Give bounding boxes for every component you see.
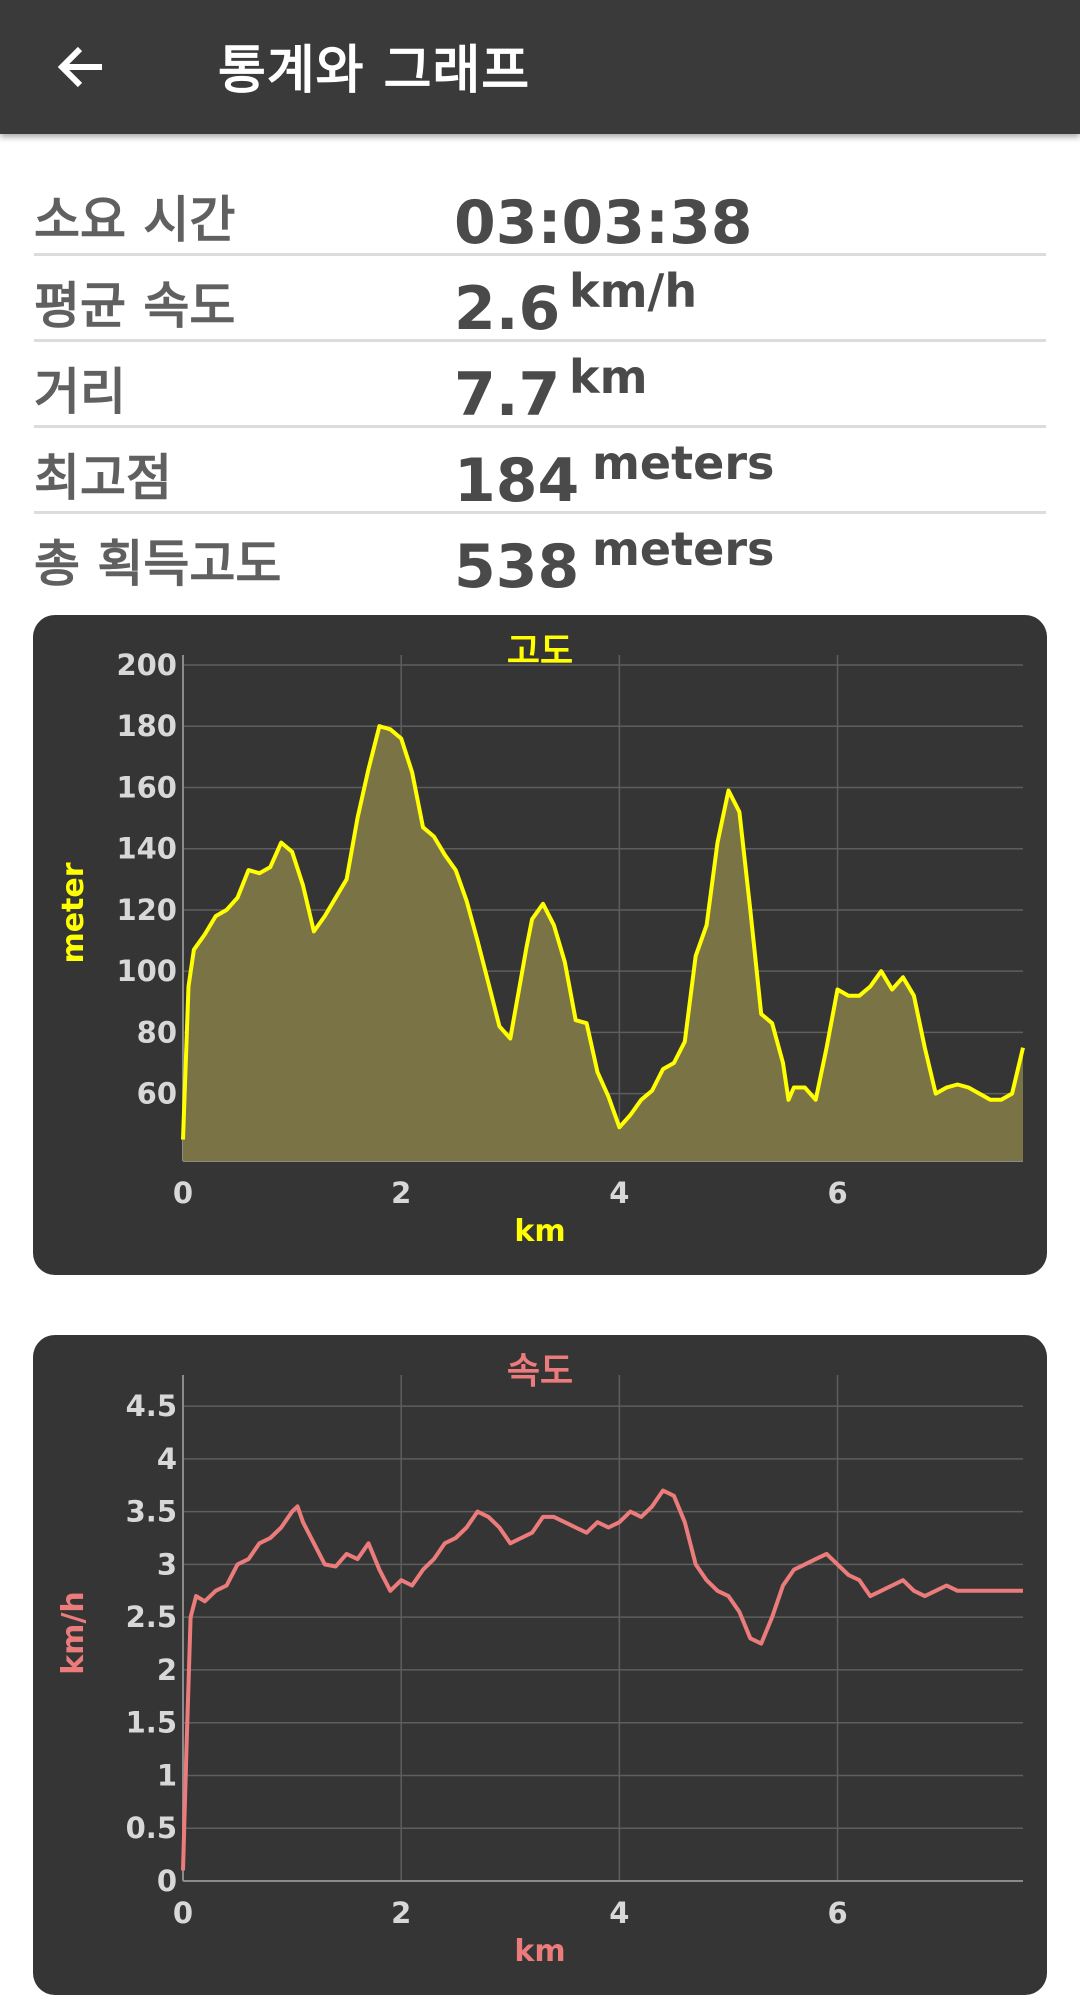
y-tick-label: 0 bbox=[157, 1864, 177, 1898]
y-tick-label: 2.5 bbox=[126, 1600, 177, 1634]
y-tick-label: 120 bbox=[116, 893, 177, 927]
elevation-chart: 200 180 160 140 120 100 80 60 0 2 4 6 고도 km meter bbox=[56, 631, 1025, 1249]
y-tick-label: 4 bbox=[157, 1442, 177, 1476]
stat-row-distance: 거리 7.7 km bbox=[34, 342, 1046, 430]
stat-label: 평균 속도 bbox=[34, 277, 236, 335]
stat-row-avg-speed: 평균 속도 2.6 km/h bbox=[34, 256, 1046, 344]
stat-label: 총 획득고도 bbox=[34, 535, 282, 593]
stat-unit: km/h bbox=[569, 264, 698, 318]
stat-label: 거리 bbox=[34, 363, 126, 421]
y-tick-label: 180 bbox=[116, 709, 177, 743]
y-tick-label: 200 bbox=[116, 648, 177, 682]
stat-row-total-ascent: 총 획득고도 538 meters bbox=[34, 514, 1046, 602]
stat-value: 03:03:38 bbox=[454, 188, 753, 258]
x-tick-label: 2 bbox=[391, 1896, 411, 1930]
x-axis-label: km bbox=[514, 1214, 565, 1249]
app-bar: 통계와 그래프 bbox=[0, 0, 1080, 134]
y-tick-label: 4.5 bbox=[126, 1389, 177, 1423]
y-tick-label: 1.5 bbox=[126, 1706, 177, 1740]
chart-title: 속도 bbox=[507, 1351, 573, 1392]
x-axis-label: km bbox=[514, 1934, 565, 1969]
x-tick-label: 0 bbox=[173, 1896, 193, 1930]
stat-unit: km bbox=[569, 350, 648, 404]
y-tick-label: 60 bbox=[137, 1077, 177, 1111]
y-tick-label: 3 bbox=[157, 1547, 177, 1581]
y-tick-label: 80 bbox=[137, 1015, 177, 1049]
y-tick-label: 100 bbox=[116, 954, 177, 988]
back-button[interactable] bbox=[40, 25, 124, 109]
x-tick-label: 6 bbox=[827, 1896, 847, 1930]
y-axis-label: meter bbox=[56, 862, 91, 963]
stat-label: 최고점 bbox=[34, 449, 172, 507]
x-tick-label: 4 bbox=[609, 1896, 629, 1930]
stat-value: 538 bbox=[454, 532, 580, 602]
x-tick-label: 0 bbox=[173, 1176, 193, 1210]
y-axis-label: km/h bbox=[56, 1591, 91, 1675]
chart-title: 고도 bbox=[507, 631, 573, 672]
y-tick-label: 0.5 bbox=[126, 1811, 177, 1845]
speed-chart-card: 4.5 4 3.5 3 2.5 2 1.5 1 0.5 0 0 2 4 6 속도 km km/h bbox=[33, 1335, 1047, 1995]
stat-label: 소요 시간 bbox=[34, 191, 236, 249]
y-tick-label: 1 bbox=[157, 1758, 177, 1792]
x-tick-label: 4 bbox=[609, 1176, 629, 1210]
y-tick-label: 160 bbox=[116, 770, 177, 804]
series-area bbox=[183, 726, 1023, 1161]
stats-table: 소요 시간 03:03:38 평균 속도 2.6 km/h 거리 7.7 km … bbox=[34, 170, 1046, 602]
stat-row-duration: 소요 시간 03:03:38 bbox=[34, 170, 1046, 258]
series-line bbox=[181, 1488, 1023, 1871]
stat-row-highest-point: 최고점 184 meters bbox=[34, 428, 1046, 516]
stat-value: 2.6 bbox=[454, 274, 561, 344]
stat-value: 184 bbox=[454, 446, 580, 516]
y-tick-label: 3.5 bbox=[126, 1495, 177, 1529]
speed-chart: 4.5 4 3.5 3 2.5 2 1.5 1 0.5 00 2 4 6 속도 km km/h bbox=[56, 1351, 1024, 1969]
stat-unit: meters bbox=[592, 436, 775, 490]
y-tick-label: 140 bbox=[116, 832, 177, 866]
elevation-chart-card: 200 180 160 140 120 100 80 60 0 2 4 6 고도 km meter bbox=[33, 615, 1047, 1275]
stat-unit: meters bbox=[592, 522, 775, 576]
y-tick-label: 2 bbox=[157, 1653, 177, 1687]
stat-value: 7.7 bbox=[454, 360, 561, 430]
x-tick-label: 2 bbox=[391, 1176, 411, 1210]
page-title: 통계와 그래프 bbox=[218, 41, 531, 101]
x-tick-label: 6 bbox=[827, 1176, 847, 1210]
arrow-left-icon bbox=[57, 46, 102, 88]
